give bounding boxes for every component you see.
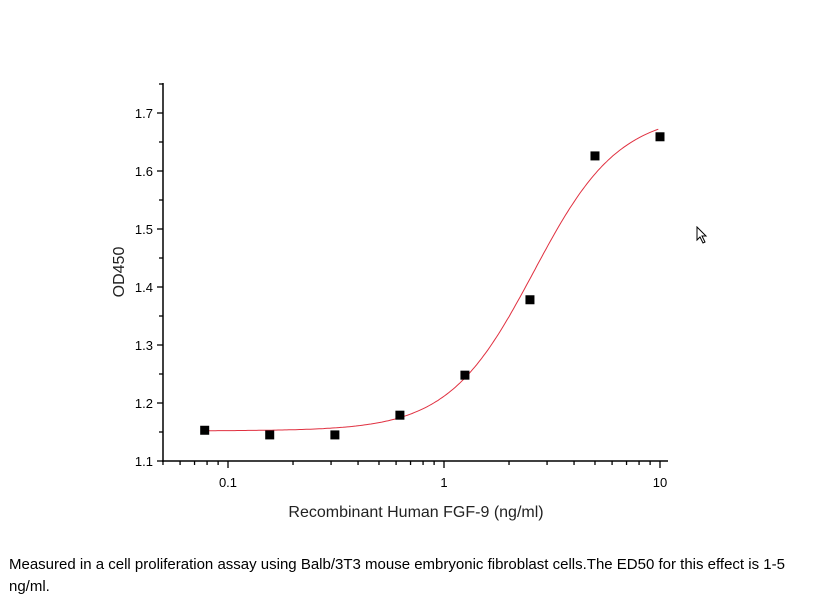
data-point	[395, 410, 405, 420]
data-point	[525, 295, 535, 305]
y-tick-label: 1.6	[135, 164, 153, 179]
y-tick-label: 1.4	[135, 280, 153, 295]
data-point	[200, 425, 210, 435]
fit-curve	[204, 128, 659, 432]
y-axis-title: OD450	[111, 247, 128, 298]
data-points	[200, 132, 665, 440]
dose-response-chart: 1.1 1.2 1.3 1.4 1.5 1.6 1.7 0.1 1 10 Recombinant …	[111, 83, 668, 521]
y-tick-label: 1.3	[135, 338, 153, 353]
x-tick-label: 1	[440, 475, 447, 490]
y-tick-label: 1.5	[135, 222, 153, 237]
x-tick-label: 0.1	[219, 475, 237, 490]
data-point	[460, 370, 470, 380]
mouse-pointer-icon	[696, 226, 708, 244]
data-point	[590, 151, 600, 161]
y-tick-label: 1.2	[135, 396, 153, 411]
y-tick-label: 1.7	[135, 106, 153, 121]
x-axis-title: Recombinant Human FGF-9 (ng/ml)	[288, 504, 543, 521]
axes: 1.1 1.2 1.3 1.4 1.5 1.6 1.7 0.1 1 10	[135, 83, 668, 490]
data-point	[265, 430, 275, 440]
data-point	[330, 430, 340, 440]
caption: Measured in a cell proliferation assay u…	[9, 556, 785, 595]
x-tick-label: 10	[653, 475, 667, 490]
data-point	[655, 132, 665, 142]
y-tick-label: 1.1	[135, 454, 153, 469]
